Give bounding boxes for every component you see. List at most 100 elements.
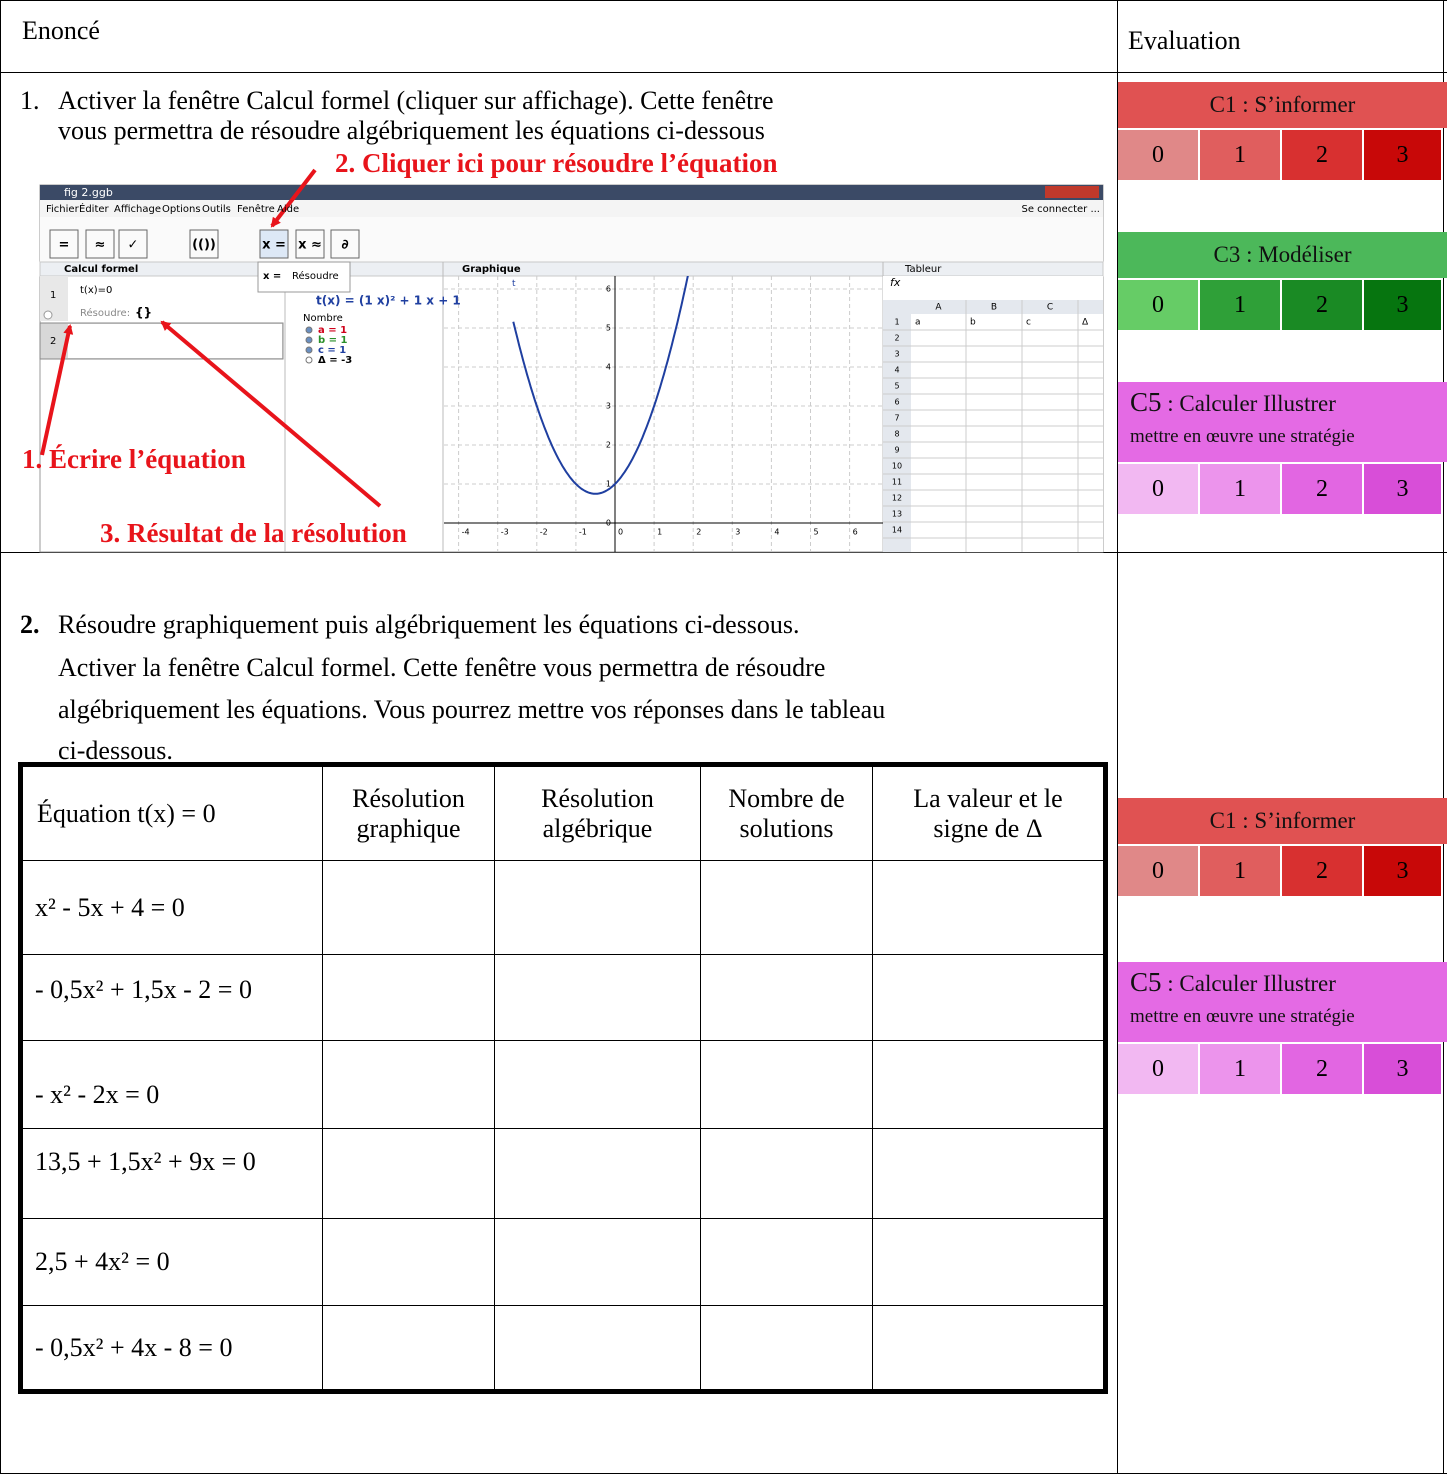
row-header: 1 — [894, 318, 899, 327]
score: 2 — [1282, 1044, 1364, 1094]
score: 3 — [1364, 280, 1443, 330]
cell: c — [1026, 318, 1031, 328]
competency-code: C5 — [1130, 387, 1162, 417]
algebra-bullet — [306, 327, 312, 333]
login: Se connecter ... — [1021, 204, 1100, 215]
toolbar-icon: ∂ — [341, 238, 348, 253]
menu-item: Affichage — [114, 204, 161, 215]
score: 3 — [1364, 846, 1443, 896]
toolbar-icon: x = — [262, 238, 286, 253]
score: 1 — [1200, 130, 1282, 180]
x-tick-label: -1 — [579, 528, 587, 537]
row-header: 7 — [894, 414, 899, 423]
cell: b — [970, 318, 976, 328]
toolbar-icon: ✓ — [128, 238, 139, 253]
cas-row-number: 2 — [50, 336, 56, 347]
competency-name: : S’informer — [1237, 92, 1356, 117]
column-header: B — [991, 303, 997, 313]
panel-title: Calcul formel — [64, 264, 138, 275]
menu-item: Aide — [277, 204, 299, 215]
row-header: 14 — [892, 526, 902, 535]
cas-output-label: Résoudre: — [80, 307, 130, 319]
x-tick-label: 6 — [853, 528, 858, 537]
y-tick-label: 6 — [606, 285, 611, 294]
toolbar-icon: ≈ — [95, 238, 106, 253]
competency-name: : Calculer Illustrer — [1162, 391, 1336, 416]
menu-item: Éditer — [79, 202, 110, 215]
score: 1 — [1200, 464, 1282, 514]
algebra-bullet — [306, 337, 312, 343]
y-tick-label: 5 — [606, 324, 611, 333]
algebra-item: Δ = -3 — [318, 355, 352, 366]
row-header: 9 — [894, 446, 899, 455]
competency-name: : S’informer — [1237, 808, 1356, 833]
window-title: fig 2.ggb — [64, 186, 113, 199]
algebra-group: Nombre — [303, 313, 343, 324]
panel-headers — [40, 262, 1103, 276]
row-header: 4 — [894, 366, 899, 375]
page: { "header": {"statement": "Enoncé", "eva… — [0, 0, 1447, 1474]
menu-item: Fenêtre — [237, 203, 275, 215]
annotation: 2. Cliquer ici pour résoudre l’équation — [335, 148, 778, 179]
score: 0 — [1118, 846, 1200, 896]
competency-code: C3 — [1214, 242, 1241, 267]
cell: Δ — [1082, 318, 1089, 328]
panel-title: Tableur — [904, 264, 942, 275]
row-header: 3 — [894, 350, 899, 359]
score: 0 — [1118, 280, 1200, 330]
row-header: 5 — [894, 382, 899, 391]
menu-item: Fichier — [46, 204, 80, 215]
column-header: A — [935, 303, 942, 313]
row-header: 2 — [894, 334, 899, 343]
curve-label: t — [512, 279, 516, 289]
score: 0 — [1118, 464, 1200, 514]
competency-code: C1 — [1210, 92, 1237, 117]
cell: a — [915, 318, 921, 328]
score: 2 — [1282, 130, 1364, 180]
competency-name: : Modéliser — [1240, 242, 1351, 267]
score: 2 — [1282, 464, 1364, 514]
score: 3 — [1364, 464, 1443, 514]
competency-subtitle: mettre en œuvre une stratégie — [1130, 1006, 1355, 1027]
fx-label: fx — [890, 276, 901, 289]
screenshot-layer: fxABC1234567891011121314abcΔ -4-3-2-1012… — [0, 0, 1447, 1474]
toolbar-icon: = — [59, 238, 70, 253]
annotation: 1. Écrire l’équation — [22, 444, 246, 475]
score: 1 — [1200, 280, 1282, 330]
x-tick-label: 4 — [774, 528, 779, 537]
score: 3 — [1364, 130, 1443, 180]
x-tick-label: 1 — [657, 528, 662, 537]
score: 2 — [1282, 280, 1364, 330]
x-tick-label: -2 — [540, 528, 548, 537]
y-tick-label: 3 — [606, 402, 611, 411]
row-header: 13 — [892, 510, 902, 519]
x-tick-label: 2 — [696, 528, 701, 537]
algebra-bullet — [306, 357, 312, 363]
competency-title: C1 : S’informer — [1118, 798, 1447, 844]
row-header: 12 — [892, 494, 902, 503]
toolbar-icon: x ≈ — [298, 238, 322, 253]
cas-input: t(x)=0 — [80, 285, 112, 296]
cas-row-2-input — [68, 324, 282, 358]
window-buttons — [1045, 186, 1099, 198]
panel-title: Graphique — [462, 264, 521, 275]
score: 2 — [1282, 846, 1364, 896]
tooltip-symbol: x = — [263, 271, 281, 282]
x-tick-label: 0 — [618, 528, 623, 537]
competency-title: C3 : Modéliser — [1118, 232, 1447, 278]
row-header: 11 — [892, 478, 902, 487]
row-header: 6 — [894, 398, 899, 407]
row-header: 10 — [892, 462, 902, 471]
score: 0 — [1118, 1044, 1200, 1094]
cas-bullet — [44, 311, 52, 319]
y-tick-label: 2 — [606, 441, 611, 450]
score: 3 — [1364, 1044, 1443, 1094]
column-header: C — [1047, 303, 1053, 313]
competency-name: : Calculer Illustrer — [1162, 971, 1336, 996]
competency-code: C5 — [1130, 967, 1162, 997]
menu-item: Outils — [202, 204, 231, 215]
cas-output: {} — [135, 306, 152, 320]
x-tick-label: 5 — [814, 528, 819, 537]
algebra-bullet — [306, 347, 312, 353]
